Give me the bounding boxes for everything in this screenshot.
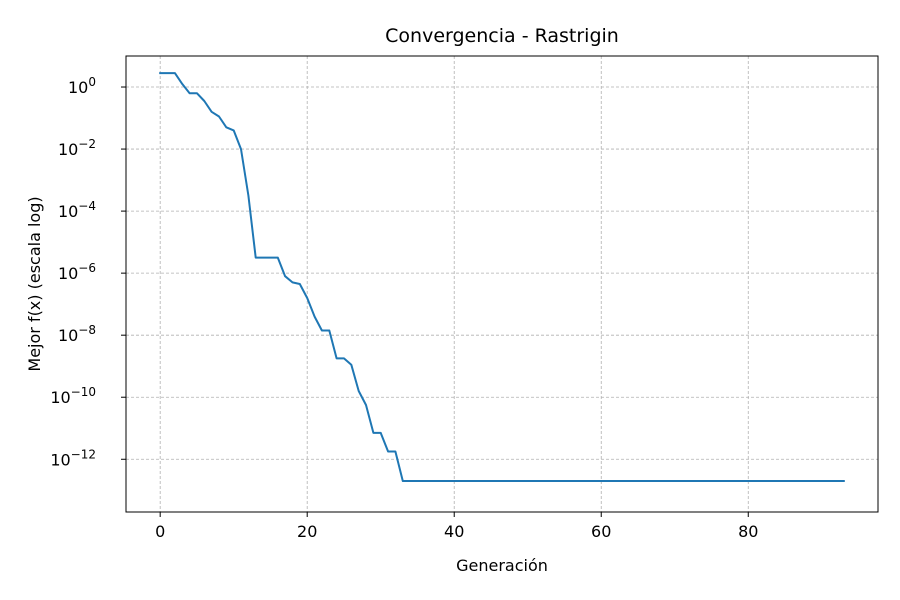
axes-frame bbox=[125, 55, 879, 513]
plot-area bbox=[159, 72, 845, 482]
y-axis-label: Mejor f(x) (escala log) bbox=[25, 196, 44, 371]
series-line bbox=[159, 72, 845, 482]
x-tick-label: 60 bbox=[591, 522, 611, 541]
chart-title: Convergencia - Rastrigin bbox=[385, 25, 619, 47]
y-axis: 100 10−2 10−4 10−6 10−8 10−10 10−12 bbox=[50, 75, 126, 469]
y-tick-label: 10−4 bbox=[58, 199, 96, 221]
x-tick-label: 20 bbox=[297, 522, 317, 541]
x-tick-label: 0 bbox=[155, 522, 165, 541]
x-axis: 0 20 40 60 80 bbox=[155, 512, 758, 541]
y-tick-label: 10−6 bbox=[58, 261, 96, 283]
grid bbox=[126, 56, 878, 512]
y-tick-label: 10−10 bbox=[50, 385, 96, 407]
x-tick-label: 80 bbox=[738, 522, 758, 541]
y-tick-label: 10−12 bbox=[50, 447, 96, 469]
y-tick-label: 100 bbox=[68, 75, 96, 97]
y-tick-label: 10−8 bbox=[58, 323, 96, 345]
x-tick-label: 40 bbox=[444, 522, 464, 541]
y-tick-label: 10−2 bbox=[58, 137, 96, 159]
x-axis-label: Generación bbox=[456, 556, 548, 575]
